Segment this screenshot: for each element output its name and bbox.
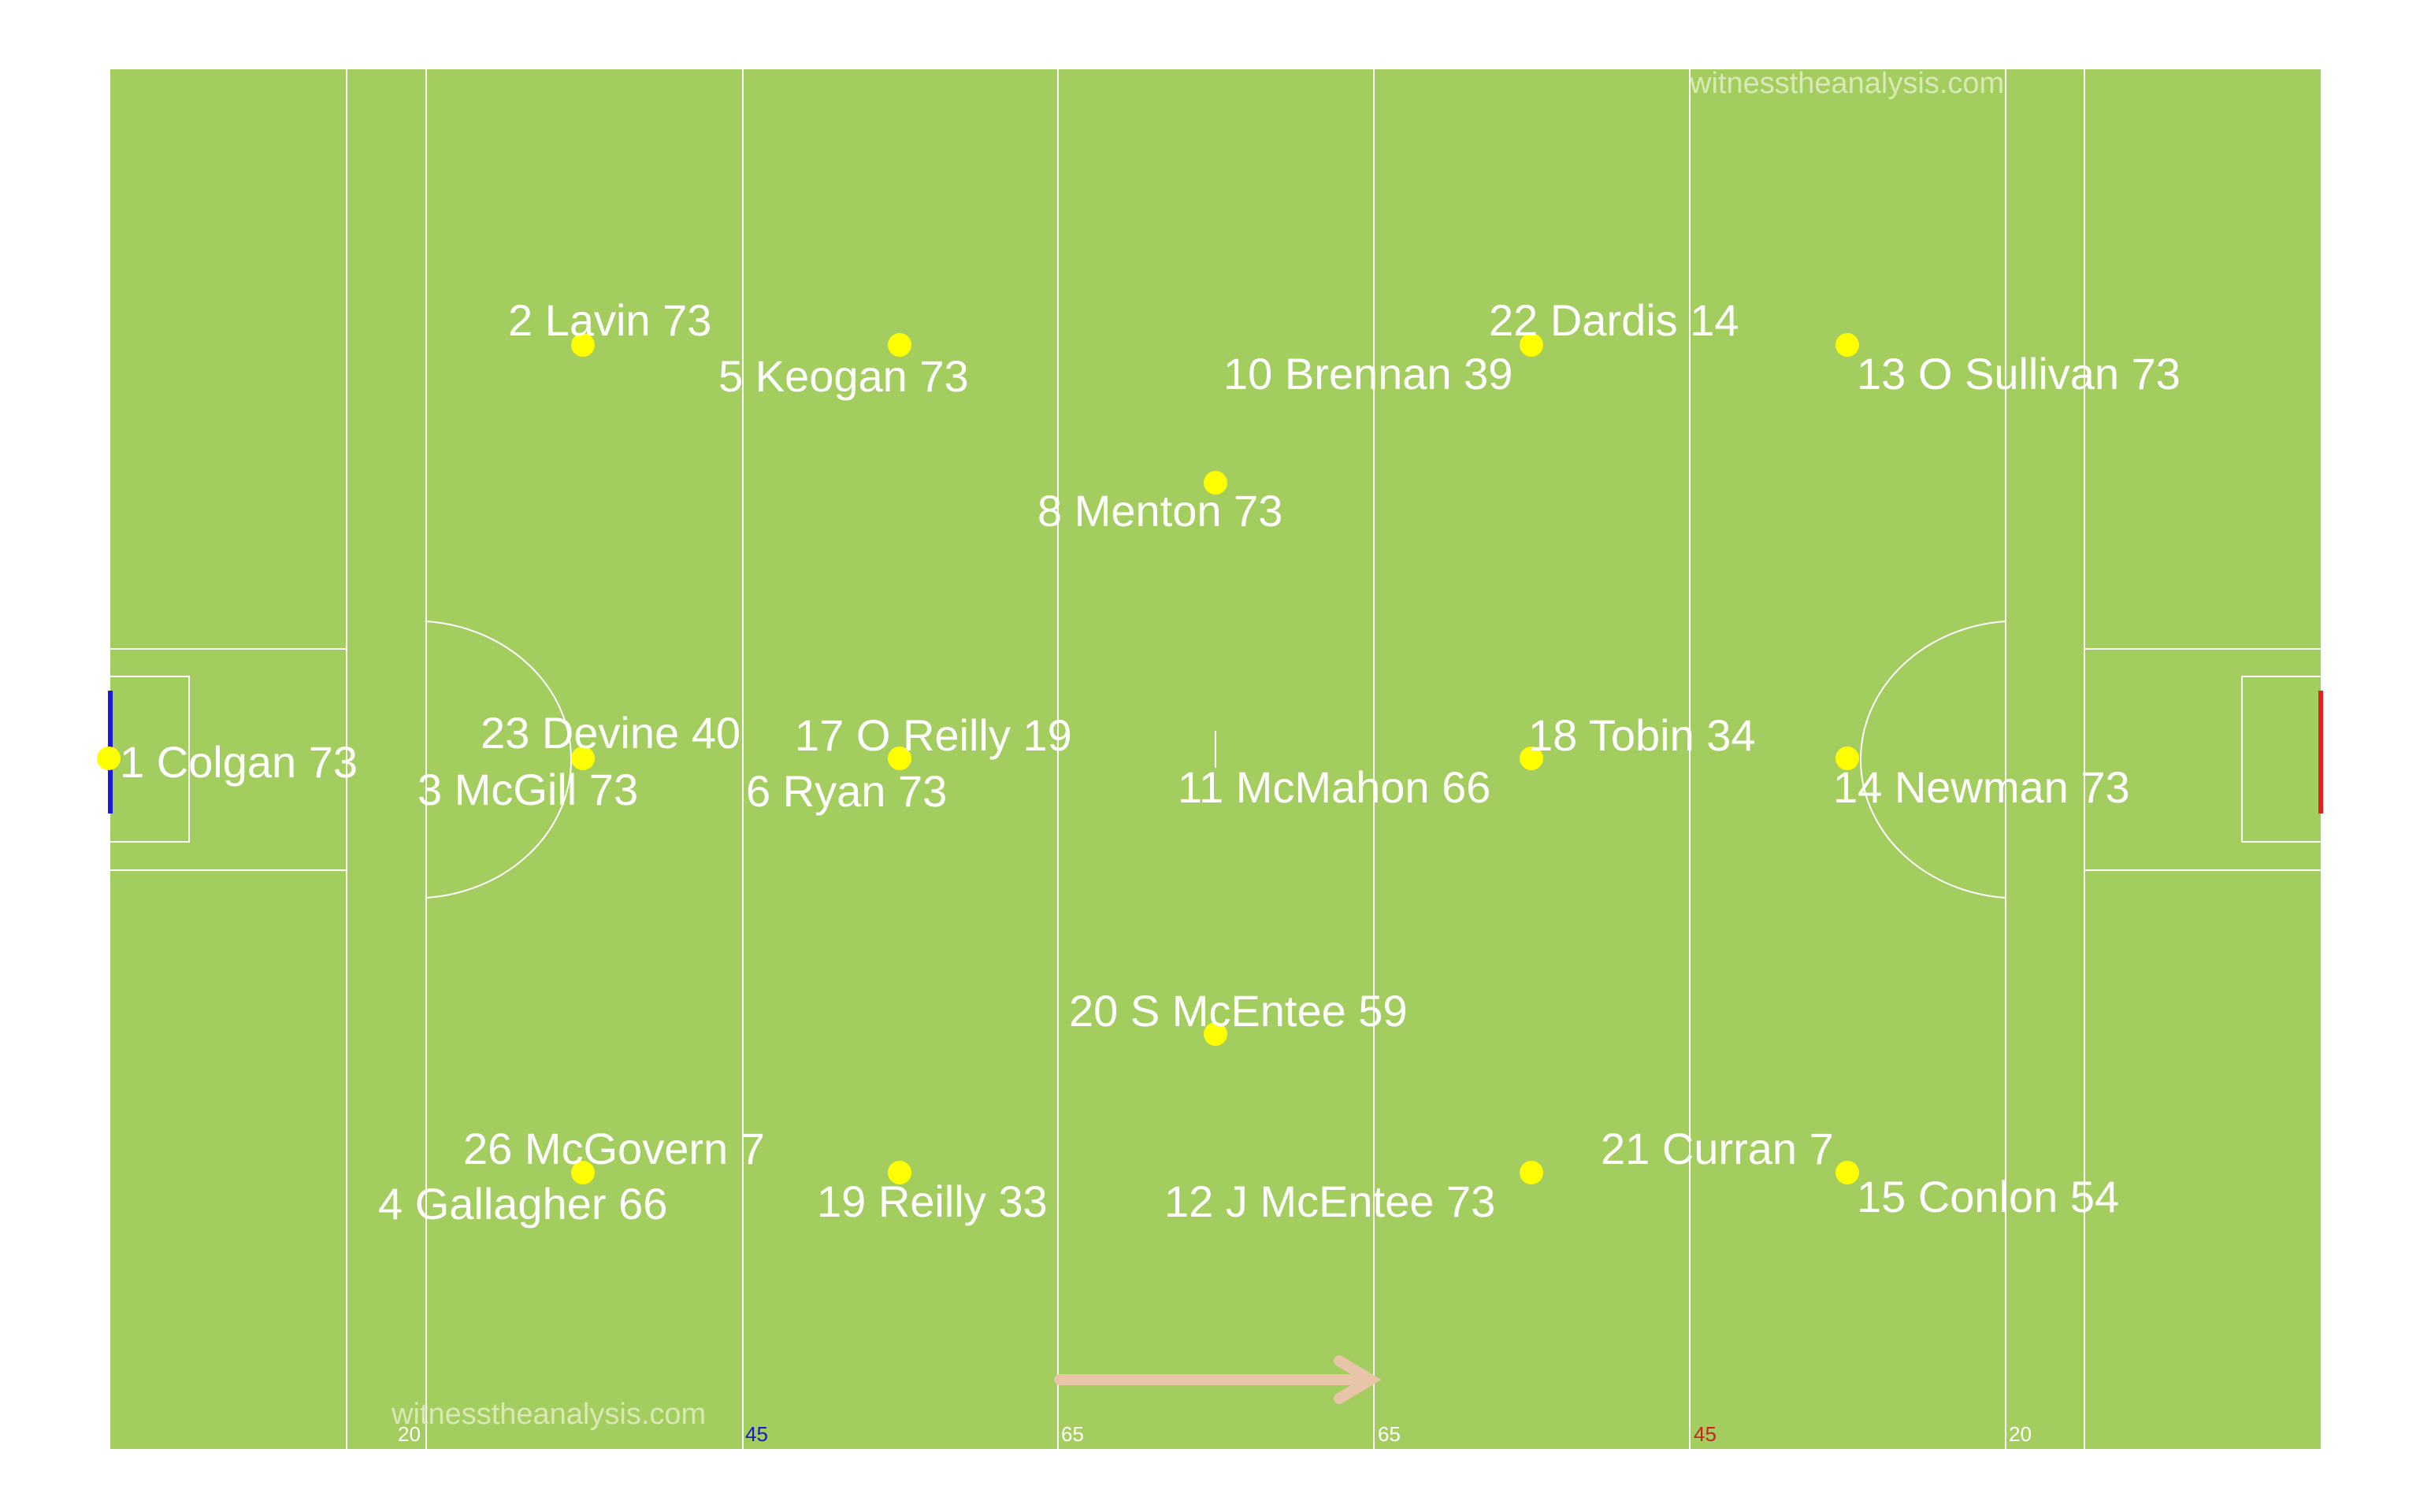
right-small-rectangle [2241,676,2321,843]
yard-marker-right-65: 65 [1378,1422,1401,1446]
player-label: 8 Menton 73 [1037,486,1282,536]
left-small-rectangle [110,676,190,843]
watermark-top: witnesstheanalysis.com [1689,67,2004,100]
player-labels: 1 Colgan 73 2 Lavin 73 3 McGill 73 4 Gal… [120,295,2181,1228]
right-large-rectangle [2084,648,2321,871]
player-label: 23 Devine 40 [481,708,740,758]
player-label: 26 McGovern 7 [463,1124,765,1173]
player-label: 1 Colgan 73 [120,737,358,787]
player-label: 18 Tobin 34 [1528,710,1756,760]
player-label: 12 J McEntee 73 [1164,1177,1495,1226]
yard-marker-right-45: 45 [1694,1422,1717,1446]
player-dot-colgan [97,747,121,770]
player-dot-newman [1835,747,1859,770]
player-dot-jmcentee [1520,1161,1543,1184]
player-dot-osullivan [1835,333,1859,357]
player-label: 2 Lavin 73 [508,295,711,345]
player-label: 14 Newman 73 [1833,762,2130,812]
direction-arrow [1054,1355,1382,1404]
player-dot-ryan [888,747,911,770]
player-dot-keogan [888,333,911,357]
player-dot-mcgill [571,747,595,770]
left-semicircle [425,621,572,899]
player-label: 17 O Reilly 19 [795,710,1072,760]
player-dots [97,333,1859,1184]
player-label: 3 McGill 73 [418,765,638,814]
player-label: 21 Curran 7 [1601,1124,1834,1173]
player-dot-gallagher [571,1161,595,1184]
pitch-markings [110,69,2321,1449]
yard-marker-left-45: 45 [745,1422,768,1446]
player-dot-lavin [571,333,595,357]
yard-marker-left-65: 65 [1061,1422,1084,1446]
right-semicircle [1860,621,2006,899]
player-label: 13 O Sullivan 73 [1857,349,2181,398]
player-label: 5 Keogan 73 [718,351,969,401]
player-dot-tobin [1520,747,1543,770]
yard-marker-right-20: 20 [2009,1422,2032,1446]
player-label: 19 Reilly 33 [817,1177,1048,1226]
watermark-bottom: witnesstheanalysis.com [391,1398,706,1431]
yard-markers: 20 45 65 65 45 20 [398,1422,2032,1446]
player-label: 15 Conlon 54 [1857,1172,2119,1221]
yard-marker-left-20: 20 [398,1422,421,1446]
player-dot-reilly [888,1161,911,1184]
player-dot-menton [1204,471,1227,495]
player-label: 22 Dardis 14 [1489,295,1739,345]
player-dot-conlon [1835,1161,1859,1184]
player-label: 11 McMahon 66 [1178,762,1490,812]
player-label: 6 Ryan 73 [746,766,947,816]
left-large-rectangle [110,648,347,871]
player-dot-dardis [1520,333,1543,357]
player-label: 4 Gallagher 66 [378,1179,667,1228]
player-label: 10 Brennan 39 [1223,349,1512,398]
player-label: 20 S McEntee 59 [1069,986,1408,1036]
player-dot-smcentee [1204,1022,1227,1046]
